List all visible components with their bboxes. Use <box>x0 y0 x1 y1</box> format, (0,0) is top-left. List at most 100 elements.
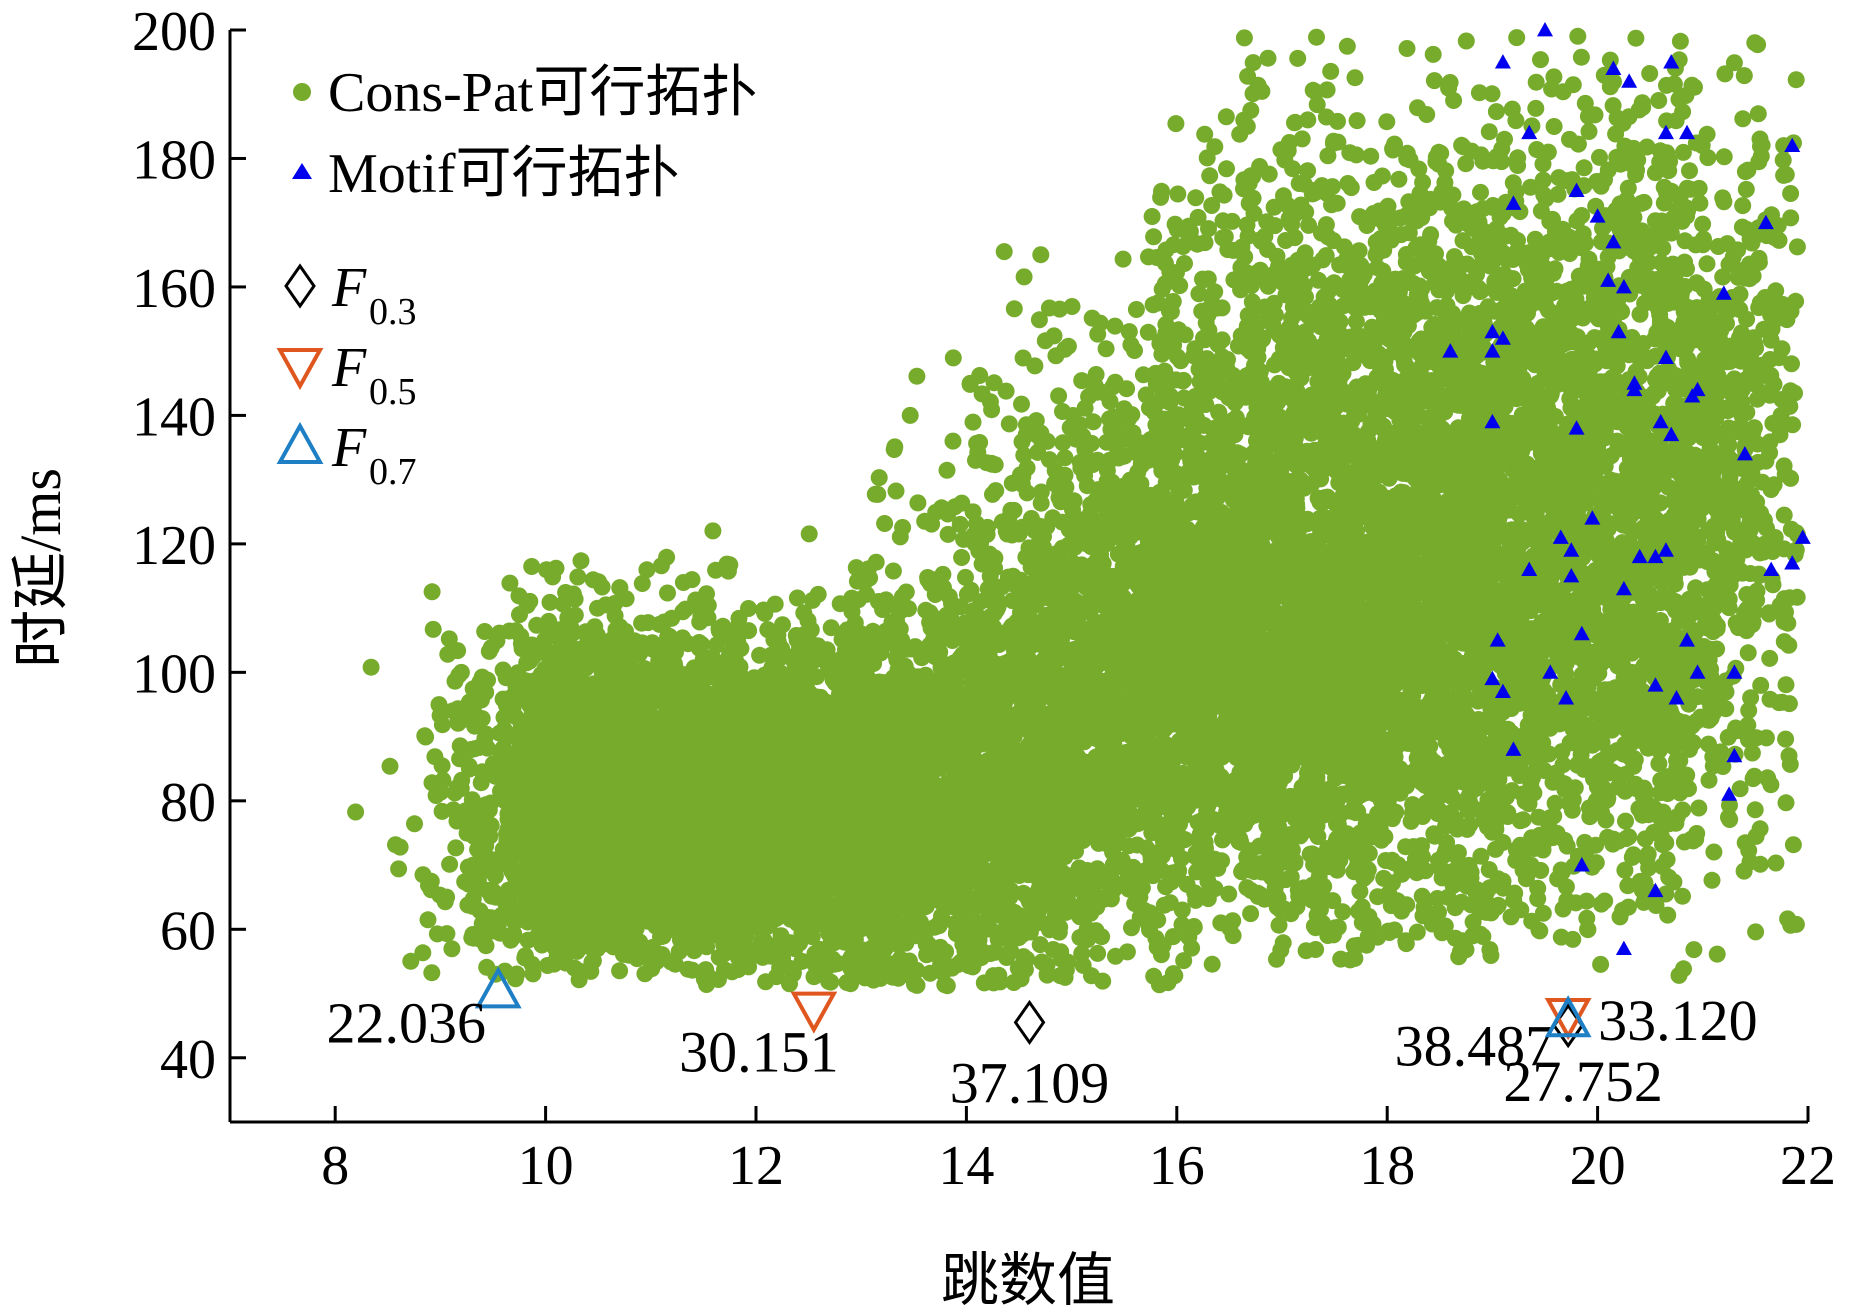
cons-pat-point <box>782 710 800 728</box>
cons-pat-point <box>804 879 822 897</box>
cons-pat-point <box>832 854 850 872</box>
cons-pat-point <box>691 613 709 631</box>
cons-pat-point <box>760 725 778 743</box>
cons-pat-point <box>882 819 900 837</box>
cons-pat-point <box>896 952 914 970</box>
cons-pat-point <box>849 591 867 609</box>
cons-pat-point <box>711 724 729 742</box>
cons-pat-point <box>744 909 762 927</box>
cons-pat-point <box>679 763 697 781</box>
cons-pat-point <box>684 716 702 734</box>
cons-pat-point <box>985 974 1003 992</box>
cons-pat-point <box>687 591 705 609</box>
cons-pat-point <box>674 574 692 591</box>
cons-pat-point <box>657 712 675 730</box>
cons-pat-point <box>739 957 757 975</box>
cons-pat-point <box>833 630 851 648</box>
cons-pat-point <box>772 948 790 966</box>
cons-pat-point <box>1145 967 1163 985</box>
cons-pat-point <box>785 653 803 671</box>
cons-pat-point <box>1056 968 1074 986</box>
cons-pat-point <box>802 621 820 639</box>
cons-pat-point <box>584 571 602 589</box>
cons-pat-point <box>651 615 668 633</box>
cons-pat-point <box>756 604 774 622</box>
cons-pat-point <box>738 675 756 693</box>
cons-pat-point <box>642 707 660 725</box>
cons-pat-point <box>685 659 703 677</box>
cons-pat-point <box>709 668 727 686</box>
cons-pat-point <box>823 912 841 930</box>
cons-pat-point <box>784 963 802 981</box>
cons-pat-point <box>501 574 519 592</box>
cons-pat-point <box>843 934 861 952</box>
cons-pat-point <box>1203 955 1221 973</box>
cons-pat-point <box>698 976 715 993</box>
cons-pat-point <box>721 645 738 663</box>
cons-pat-point <box>714 893 732 911</box>
cons-pat-point <box>745 885 763 903</box>
cons-pat-point <box>851 911 869 929</box>
cons-pat-point <box>1089 944 1107 962</box>
cons-pat-point <box>800 525 818 543</box>
cons-pat-point <box>730 729 748 747</box>
cons-pat-point <box>518 596 536 614</box>
cons-pat-point <box>787 736 804 754</box>
cons-pat-point <box>674 603 692 621</box>
cons-pat-point <box>737 937 755 955</box>
cons-pat-point <box>759 621 777 639</box>
cons-pat-point <box>777 876 795 893</box>
cons-pat-point <box>659 584 676 602</box>
cons-pat-point <box>930 914 948 932</box>
cons-pat-point <box>633 614 651 632</box>
cons-pat-point <box>698 787 716 804</box>
cons-pat-point <box>889 661 907 679</box>
cons-pat-point <box>699 763 717 780</box>
cons-pat-point <box>897 827 915 844</box>
cons-pat-point <box>787 813 805 831</box>
cons-pat-point <box>752 936 770 954</box>
cons-pat-point <box>627 708 644 726</box>
cons-pat-point <box>971 949 989 967</box>
cons-pat-point <box>749 821 767 839</box>
cons-pat-point <box>831 595 849 613</box>
cons-pat-point <box>655 866 673 884</box>
cons-pat-point <box>809 585 827 603</box>
cons-pat-point <box>611 579 629 597</box>
cons-pat-point <box>955 922 973 940</box>
cons-pat-point <box>611 962 629 980</box>
cons-pat-point <box>644 887 662 905</box>
cons-pat-point <box>859 801 877 818</box>
cons-pat-point <box>683 916 700 934</box>
cons-pat-point <box>956 942 974 960</box>
cons-pat-point <box>725 694 743 712</box>
cons-pat-point <box>826 931 844 949</box>
cons-pat-point <box>820 972 838 990</box>
cons-pat-point <box>569 568 587 586</box>
cons-pat-point <box>703 913 720 931</box>
cons-pat-point <box>726 773 744 791</box>
cons-pat-point <box>597 596 615 614</box>
cons-pat-point <box>723 963 741 981</box>
cons-pat-point <box>873 960 891 978</box>
cons-pat-point <box>848 649 866 666</box>
cons-pat-point <box>767 841 785 859</box>
cons-pat-point <box>845 813 862 831</box>
scatter-layer <box>347 27 1806 995</box>
cons-pat-point <box>742 797 760 815</box>
cons-pat-point <box>788 589 806 607</box>
cons-pat-point <box>719 562 737 580</box>
cons-pat-point <box>924 776 942 794</box>
cons-pat-point <box>856 969 874 987</box>
cons-pat-point <box>757 973 775 991</box>
cons-pat-point <box>838 974 856 991</box>
cons-pat-point <box>799 640 817 658</box>
cons-pat-point <box>812 832 830 850</box>
cons-pat-point <box>714 617 732 635</box>
cons-pat-point <box>921 964 939 982</box>
cons-pat-point <box>1018 950 1036 968</box>
cons-pat-point <box>740 868 758 886</box>
cons-pat-point <box>665 908 683 926</box>
cons-pat-point <box>767 795 785 813</box>
